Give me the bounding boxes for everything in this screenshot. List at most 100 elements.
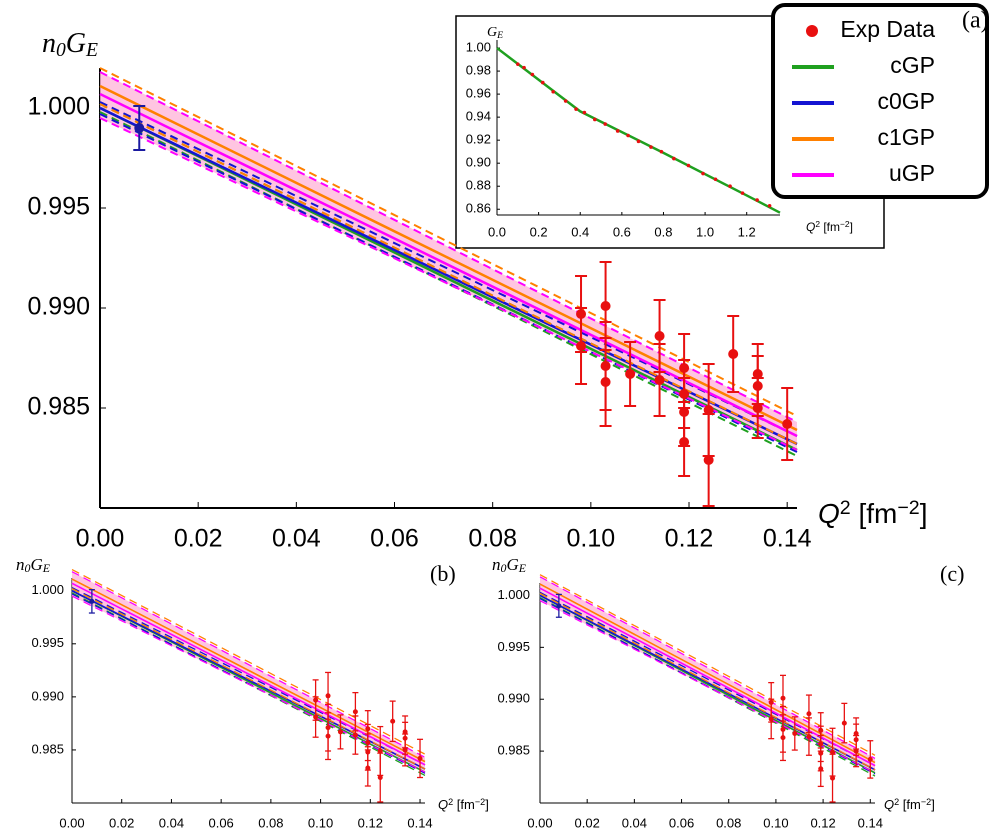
y-tick-label: 0.990 <box>497 691 530 706</box>
line <box>71 590 426 770</box>
x-tick-label: 0.14 <box>407 815 432 830</box>
y-tick-label: 0.985 <box>27 393 90 421</box>
x-tick-label: 0.04 <box>272 525 321 553</box>
data-point <box>853 748 859 754</box>
superscript: −2 <box>921 797 931 807</box>
x-axis-label: Q2 [fm−2] <box>884 797 935 812</box>
data-point <box>782 419 793 429</box>
line <box>539 594 876 771</box>
data-point <box>703 455 714 465</box>
data-point <box>806 711 812 717</box>
data-point <box>417 755 423 761</box>
band-edge <box>71 568 426 755</box>
label-part: ] <box>931 797 935 812</box>
y-tick-label: 0.990 <box>31 688 64 703</box>
data-point <box>390 718 396 724</box>
label-part: G <box>487 25 497 40</box>
y-tick-label: 0.995 <box>497 639 530 654</box>
subscript: 0 <box>56 40 66 61</box>
y-tick-label: 1.00 <box>466 39 491 54</box>
x-tick-label: 1.0 <box>696 224 714 239</box>
y-axis-label: n0GE <box>42 28 98 60</box>
y-tick-label: 0.86 <box>466 201 491 216</box>
label-part: G <box>506 555 518 574</box>
y-tick-label: 0.96 <box>466 86 491 101</box>
data-point <box>600 301 611 311</box>
label-part: [fm <box>851 498 898 529</box>
panel-label: (a) <box>962 8 989 34</box>
y-tick-label: 0.995 <box>31 635 64 650</box>
x-tick-label: 0.08 <box>258 815 283 830</box>
data-point <box>576 341 587 351</box>
data-point <box>625 369 636 379</box>
data-point <box>703 405 714 415</box>
x-tick-label: 0.02 <box>174 525 223 553</box>
subscript: 0 <box>501 561 507 575</box>
data-point <box>649 145 653 149</box>
x-tick-label: 0.12 <box>665 525 714 553</box>
x-tick-label: 0.08 <box>468 525 517 553</box>
x-axis-label: Q2 [fm−2] <box>818 497 927 529</box>
superscript: 2 <box>448 797 453 807</box>
subscript: E <box>496 30 503 41</box>
x-axis-label: Q2 [fm−2] <box>806 219 853 234</box>
x-tick-label: 0.04 <box>622 815 647 830</box>
data-point <box>377 775 383 781</box>
data-point <box>792 730 798 736</box>
data-point <box>313 714 319 720</box>
data-point <box>626 133 630 138</box>
data-point <box>867 756 873 762</box>
x-tick-label: 0.04 <box>159 815 184 830</box>
x-tick-label: 0.06 <box>370 525 419 553</box>
line <box>539 583 876 764</box>
band-edge <box>71 588 426 770</box>
data-point <box>516 62 520 66</box>
data-point <box>365 765 371 771</box>
x-tick-label: 0.4 <box>571 224 589 239</box>
line <box>71 578 426 763</box>
data-point <box>701 171 705 176</box>
y-tick-label: 1.000 <box>27 93 90 121</box>
label-part: Q <box>818 498 840 529</box>
data-point <box>818 766 824 772</box>
x-tick-label: 0.12 <box>810 815 835 830</box>
label-part: Q <box>806 220 815 234</box>
data-point <box>337 729 343 735</box>
label-part: Q <box>438 797 448 812</box>
data-point <box>377 748 383 754</box>
data-point <box>679 437 690 447</box>
data-point <box>768 716 774 722</box>
label-part: [fm <box>453 797 475 812</box>
band <box>540 576 875 773</box>
data-point <box>325 693 331 699</box>
legend-label: uGP <box>889 160 935 186</box>
data-point <box>89 598 95 604</box>
band-edge <box>539 576 876 759</box>
y-tick-label: 0.985 <box>31 741 64 756</box>
y-tick-label: 1.000 <box>497 587 530 602</box>
data-point <box>713 177 718 182</box>
data-point <box>767 203 772 208</box>
subscript: E <box>85 40 98 61</box>
label-part: G <box>66 28 86 59</box>
data-point <box>593 117 597 122</box>
x-tick-label: 0.08 <box>716 815 741 830</box>
data-point <box>659 149 664 154</box>
x-tick-label: 0.10 <box>308 815 333 830</box>
x-tick-label: 0.10 <box>763 815 788 830</box>
superscript: −2 <box>840 219 850 229</box>
y-tick-label: 0.990 <box>27 293 90 321</box>
data-point <box>686 163 691 168</box>
panel: 0.86 0.88 0.90 0.92 0.94 0.96 0.98 1.00 0.0 0.2 0.… <box>466 25 853 239</box>
band <box>72 571 425 773</box>
y-tick-label: 0.94 <box>466 109 491 124</box>
label-part: [fm <box>899 797 921 812</box>
band-edge <box>539 574 876 756</box>
line <box>99 84 798 432</box>
x-tick-label: 0.8 <box>654 224 672 239</box>
x-tick-label: 0.00 <box>59 815 84 830</box>
band-edge <box>71 571 426 758</box>
x-tick-label: 0.14 <box>858 815 883 830</box>
legend-frame <box>771 3 989 199</box>
